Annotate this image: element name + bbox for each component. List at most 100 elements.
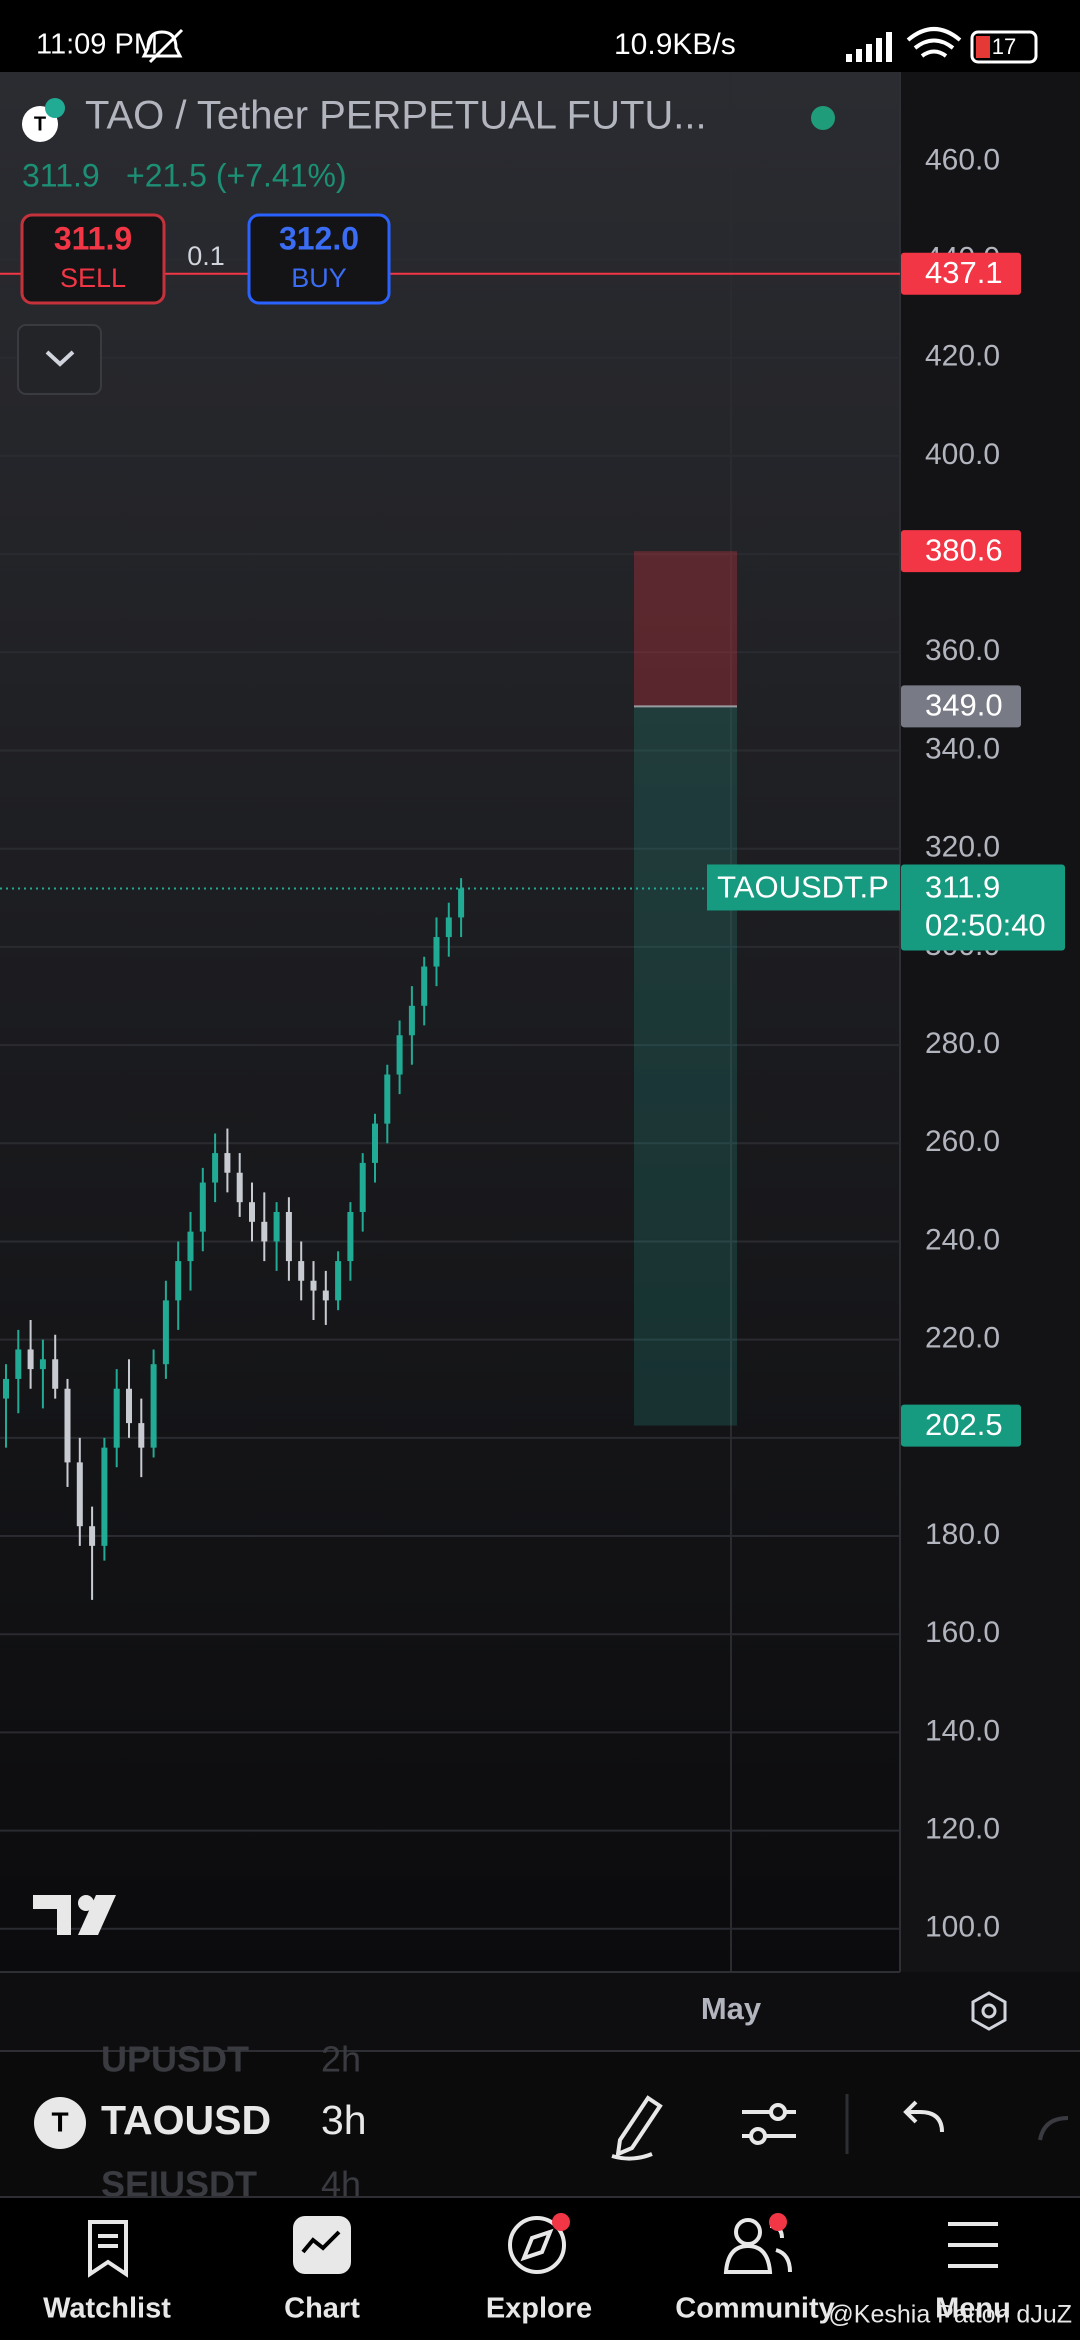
candle-body bbox=[89, 1526, 96, 1546]
candle-body bbox=[372, 1123, 378, 1163]
price-tag-label: 349.0 bbox=[925, 688, 1003, 723]
price-axis[interactable] bbox=[900, 72, 1080, 1972]
tv-logo-dot bbox=[78, 1895, 94, 1911]
settings-icon[interactable] bbox=[971, 1991, 1007, 2031]
symbol-selector[interactable]: TAOUSD bbox=[101, 2097, 271, 2143]
chevron-icon bbox=[45, 350, 75, 367]
battery-icon bbox=[970, 30, 1038, 64]
y-tick-label: 260.0 bbox=[925, 1125, 1000, 1158]
mute-icon bbox=[141, 28, 184, 64]
symbol-tag-label: TAOUSDT.P bbox=[717, 870, 889, 905]
candle-body bbox=[384, 1074, 391, 1124]
price-tag bbox=[901, 252, 1021, 295]
stop-zone[interactable] bbox=[634, 551, 737, 707]
candle-body bbox=[126, 1388, 132, 1424]
candle-body bbox=[175, 1261, 182, 1301]
sell-price[interactable]: 311.9 bbox=[54, 220, 132, 256]
tv-logo bbox=[33, 1895, 116, 1935]
candle-body bbox=[347, 1212, 354, 1262]
price-tag-label: 380.6 bbox=[925, 532, 1003, 567]
toolbar-logo bbox=[34, 2097, 86, 2149]
candle-body bbox=[64, 1388, 71, 1463]
explore-needle bbox=[520, 2228, 554, 2262]
exchange-badge bbox=[45, 98, 65, 118]
draw-tool[interactable] bbox=[611, 2095, 663, 2161]
candle-body bbox=[27, 1349, 34, 1370]
time-axis[interactable] bbox=[0, 1972, 1080, 2050]
candle-body bbox=[199, 1182, 206, 1232]
candle-body bbox=[396, 1035, 403, 1075]
battery-text: 17 bbox=[992, 34, 1016, 59]
candle-body bbox=[322, 1290, 329, 1301]
interval-selector[interactable]: 3h bbox=[321, 2097, 367, 2143]
chart-title[interactable]: TAO / Tether PERPETUAL FUTU... bbox=[85, 94, 707, 138]
candle-body bbox=[458, 888, 465, 918]
candle-body bbox=[285, 1212, 292, 1262]
y-tick-label: 360.0 bbox=[925, 634, 1000, 667]
plot: 437.1 380.6 349.0 202.5 TAOUSDT.P 311.902:50:… bbox=[0, 252, 1065, 1600]
y-tick-label: 100.0 bbox=[925, 1911, 1000, 1944]
buy-price[interactable]: 312.0 bbox=[279, 220, 359, 256]
battery-level bbox=[976, 36, 990, 58]
net-speed: 10.9KB/s bbox=[614, 28, 736, 61]
menu-icon[interactable] bbox=[948, 2222, 998, 2268]
y-tick-label: 280.0 bbox=[925, 1027, 1000, 1060]
sell-label[interactable]: SELL bbox=[60, 263, 126, 293]
collapse-button[interactable] bbox=[17, 324, 102, 395]
header-price: 311.9 bbox=[22, 157, 100, 193]
y-tick-label: 180.0 bbox=[925, 1518, 1000, 1551]
x-tick-label: May bbox=[701, 1991, 762, 2026]
nav-label[interactable]: Chart bbox=[284, 2293, 360, 2325]
buy-button[interactable] bbox=[247, 213, 391, 305]
prev-symbol[interactable]: UPUSDT bbox=[101, 2039, 249, 2080]
nav-label[interactable]: Explore bbox=[486, 2293, 592, 2325]
nav-labels: Watchlist Chart Explore Community Menu bbox=[43, 2293, 1011, 2325]
candle-body bbox=[52, 1359, 59, 1389]
last-price-label: 311.9 bbox=[925, 870, 1000, 905]
quantity[interactable]: 0.1 bbox=[187, 241, 225, 271]
y-tick-label: 220.0 bbox=[925, 1322, 1000, 1355]
indicators-tool[interactable] bbox=[742, 2103, 796, 2145]
y-tick-label: 460.0 bbox=[925, 143, 1000, 176]
notification-dot bbox=[769, 2213, 787, 2231]
symbol-tag bbox=[707, 864, 900, 911]
nav-label[interactable]: Menu bbox=[935, 2293, 1011, 2325]
candle-body bbox=[236, 1172, 243, 1203]
price-tag bbox=[901, 685, 1021, 728]
y-tick-label: 160.0 bbox=[925, 1616, 1000, 1649]
nav-label[interactable]: Watchlist bbox=[43, 2293, 171, 2325]
target-zone[interactable] bbox=[634, 706, 737, 1426]
last-price-tag bbox=[901, 864, 1065, 951]
candle-body bbox=[298, 1261, 305, 1281]
chart-pane[interactable] bbox=[0, 72, 900, 1972]
explore-icon[interactable] bbox=[508, 2216, 566, 2274]
header-change: +21.5 (+7.41%) bbox=[126, 157, 347, 193]
signal-icon bbox=[846, 32, 892, 62]
prev-interval[interactable]: 2h bbox=[321, 2039, 361, 2080]
candle-body bbox=[15, 1349, 22, 1379]
candle-body bbox=[273, 1212, 280, 1242]
candle-body bbox=[310, 1280, 317, 1291]
status-bar bbox=[0, 0, 1080, 72]
price-tag bbox=[901, 1404, 1021, 1447]
buy-label[interactable]: BUY bbox=[291, 263, 347, 293]
candle-body bbox=[162, 1300, 169, 1365]
nav-label[interactable]: Community bbox=[675, 2293, 835, 2325]
candle-body bbox=[408, 1005, 415, 1036]
candle-body bbox=[39, 1359, 46, 1370]
watermark: @Keshia Patton dJuZ bbox=[828, 2301, 1072, 2329]
y-tick-label: 240.0 bbox=[925, 1223, 1000, 1256]
symbol-logo-mark: T bbox=[34, 113, 46, 135]
undo-tool[interactable] bbox=[903, 2100, 944, 2133]
price-tag-label: 437.1 bbox=[925, 255, 1003, 290]
candle-body bbox=[76, 1462, 83, 1527]
watchlist-icon[interactable] bbox=[88, 2220, 128, 2278]
toolbar-logo-mark: T bbox=[51, 2106, 68, 2137]
sell-button[interactable] bbox=[20, 213, 166, 305]
notification-dot bbox=[552, 2213, 570, 2231]
redo-tool[interactable] bbox=[1038, 2116, 1069, 2141]
candle-body bbox=[150, 1364, 157, 1448]
y-tick-label: 140.0 bbox=[925, 1714, 1000, 1747]
